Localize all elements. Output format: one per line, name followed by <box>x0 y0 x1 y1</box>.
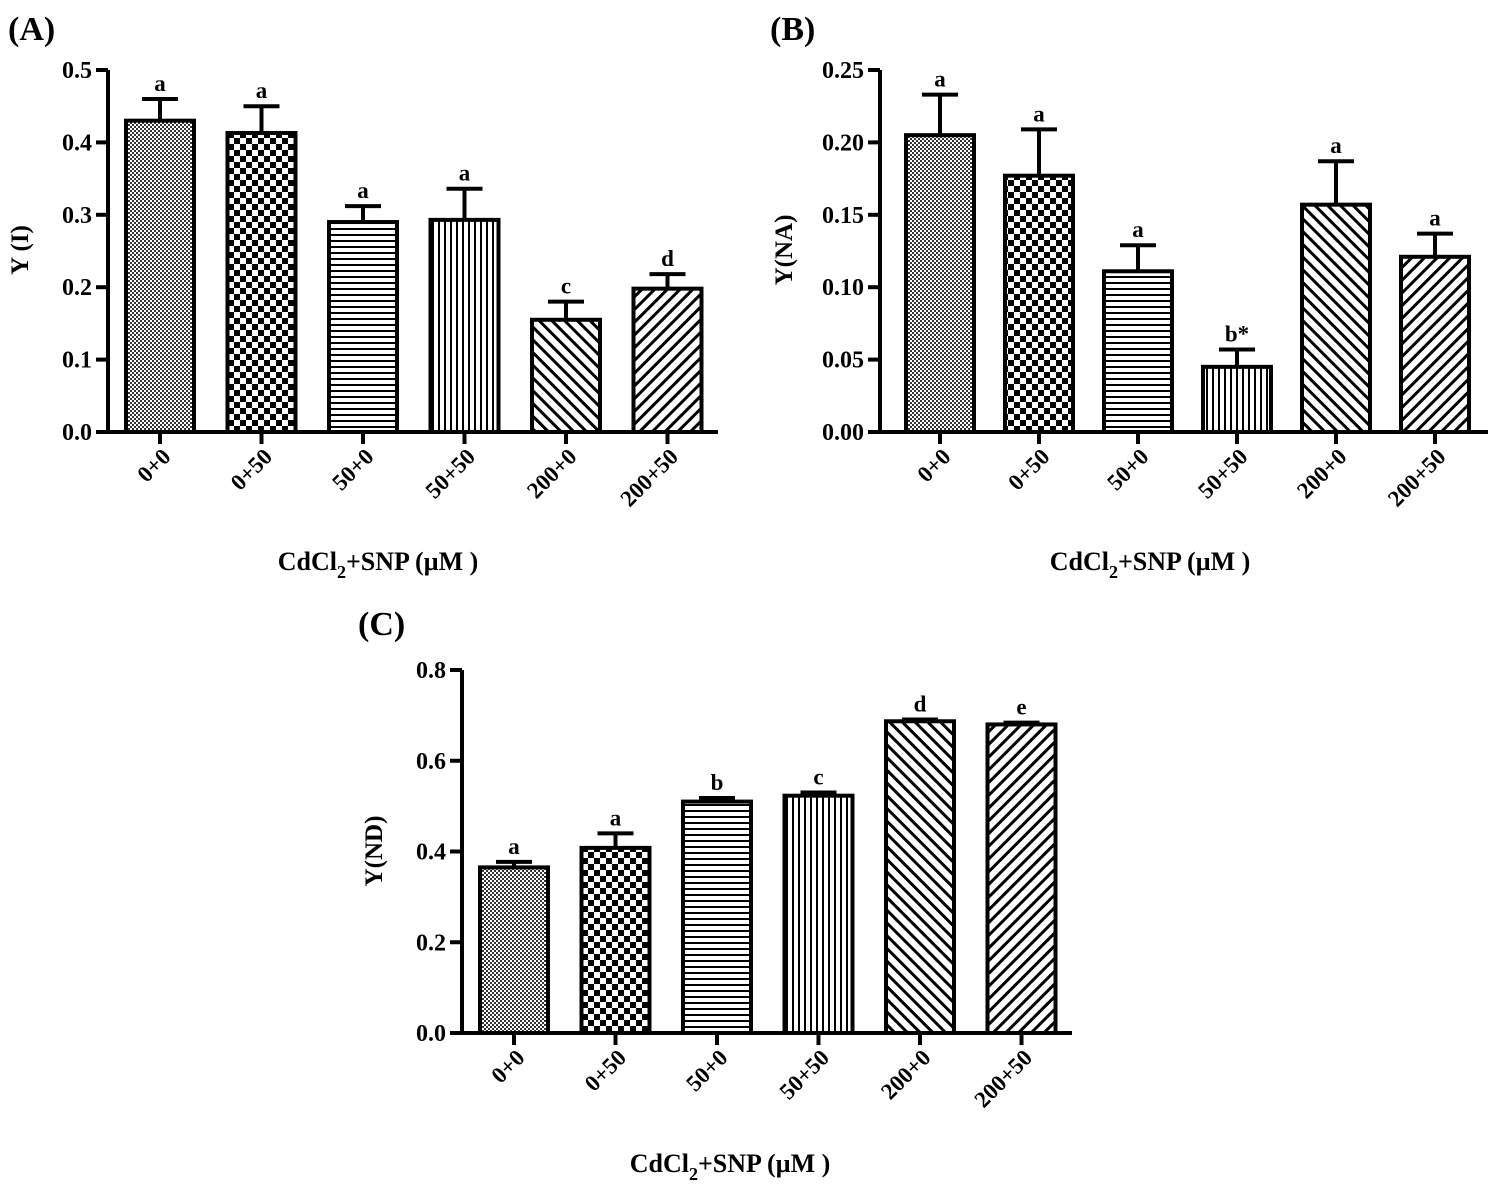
x-axis-title: CdCl2+SNP (µM ) <box>1050 547 1251 582</box>
y-axis-title: Y(ND) <box>361 816 388 887</box>
significance-label: a <box>357 178 369 203</box>
x-axis-title: CdCl2+SNP (µM ) <box>278 547 479 582</box>
significance-label: a <box>256 78 268 103</box>
x-tick-label: 0+50 <box>580 1045 631 1096</box>
y-tick-label: 0.3 <box>62 203 92 229</box>
significance-label: c <box>561 274 571 299</box>
y-axis-title: Y(NA) <box>771 215 798 286</box>
panel-c: (C) Y(ND) CdCl2+SNP (µM ) 0.0 0.2 0.4 0.6 0.… <box>358 606 1072 1184</box>
bar-200+50 <box>1399 254 1471 434</box>
significance-label: a <box>610 805 622 830</box>
y-tick-label: 0.4 <box>62 130 92 156</box>
bar-0+50 <box>225 130 298 434</box>
x-tick-label: 50+0 <box>681 1045 732 1096</box>
bar-50+0 <box>327 220 399 434</box>
panel-b: (B) Y(NA) CdCl2+SNP (µM ) 0.00 0.05 0.10 0.… <box>770 11 1488 582</box>
bar-200+0 <box>530 317 602 434</box>
significance-label: a <box>1132 217 1144 242</box>
bar-200+0 <box>1300 202 1372 434</box>
x-tick-label: 0+50 <box>1003 444 1054 495</box>
y-tick-label: 0.2 <box>416 930 446 956</box>
x-tick-label: 0+50 <box>226 444 277 495</box>
panel-label: (A) <box>8 11 55 48</box>
y-tick-label: 0.6 <box>416 749 446 775</box>
significance-label: a <box>154 71 166 96</box>
y-tick-label: 0.05 <box>822 348 864 374</box>
y-tick-label: 0.25 <box>822 58 864 84</box>
panel-a: (A) Y (I) CdCl2+SNP (µM ) 0.0 0.1 0.2 0.3 0.… <box>7 11 718 582</box>
significance-label: a <box>1330 133 1342 158</box>
x-tick-label: 200+50 <box>969 1045 1037 1113</box>
significance-label: a <box>459 161 471 186</box>
y-tick-label: 0.4 <box>416 840 446 866</box>
bar-0+0 <box>904 133 976 434</box>
significance-label: b* <box>1225 321 1249 346</box>
y-tick-label: 0.2 <box>62 275 92 301</box>
significance-label: d <box>661 246 674 271</box>
bar-50+50 <box>1201 364 1273 434</box>
bar-50+0 <box>681 799 753 1036</box>
significance-label: a <box>1033 101 1045 126</box>
y-tick-label: 0.20 <box>822 130 864 156</box>
significance-label: e <box>1016 695 1026 720</box>
significance-label: b <box>711 770 724 795</box>
x-tick-label: 50+50 <box>775 1045 834 1104</box>
y-axis-title: Y (I) <box>7 225 34 275</box>
x-tick-label: 50+0 <box>1102 444 1153 495</box>
panel-label: (B) <box>770 11 815 48</box>
x-tick-label: 200+0 <box>1292 444 1351 503</box>
bar-50+50 <box>782 793 855 1035</box>
bar-50+50 <box>428 217 501 434</box>
x-tick-label: 50+50 <box>1193 444 1252 503</box>
bar-50+0 <box>1102 269 1174 434</box>
x-axis-title: CdCl2+SNP (µM ) <box>630 1149 831 1184</box>
x-tick-label: 50+0 <box>327 444 378 495</box>
bar-200+50 <box>985 722 1058 1035</box>
y-tick-label: 0.5 <box>62 58 92 84</box>
x-tick-label: 200+50 <box>1383 444 1451 512</box>
y-tick-label: 0.15 <box>822 203 864 229</box>
y-tick-label: 0.0 <box>62 420 92 446</box>
x-tick-label: 50+50 <box>421 444 480 503</box>
x-tick-label: 200+0 <box>522 444 581 503</box>
bar-0+50 <box>579 845 652 1035</box>
x-tick-label: 200+50 <box>615 444 683 512</box>
x-tick-label: 200+0 <box>876 1045 935 1104</box>
y-tick-label: 0.10 <box>822 275 864 301</box>
y-tick-label: 0.0 <box>416 1021 446 1047</box>
y-tick-label: 0.00 <box>822 420 864 446</box>
x-tick-label: 0+0 <box>132 444 175 487</box>
y-tick-label: 0.8 <box>416 658 446 684</box>
x-tick-label: 0+0 <box>486 1045 529 1088</box>
x-tick-label: 0+0 <box>912 444 955 487</box>
bar-0+0 <box>124 118 196 435</box>
bar-200+0 <box>884 719 956 1035</box>
significance-label: c <box>813 765 823 790</box>
significance-label: a <box>508 834 520 859</box>
significance-label: a <box>934 67 946 92</box>
significance-label: a <box>1429 206 1441 231</box>
bar-200+50 <box>631 286 704 435</box>
y-tick-label: 0.1 <box>62 348 92 374</box>
significance-label: d <box>914 691 927 716</box>
bar-0+0 <box>478 865 550 1035</box>
bar-0+50 <box>1003 173 1075 434</box>
panel-label: (C) <box>358 606 405 643</box>
